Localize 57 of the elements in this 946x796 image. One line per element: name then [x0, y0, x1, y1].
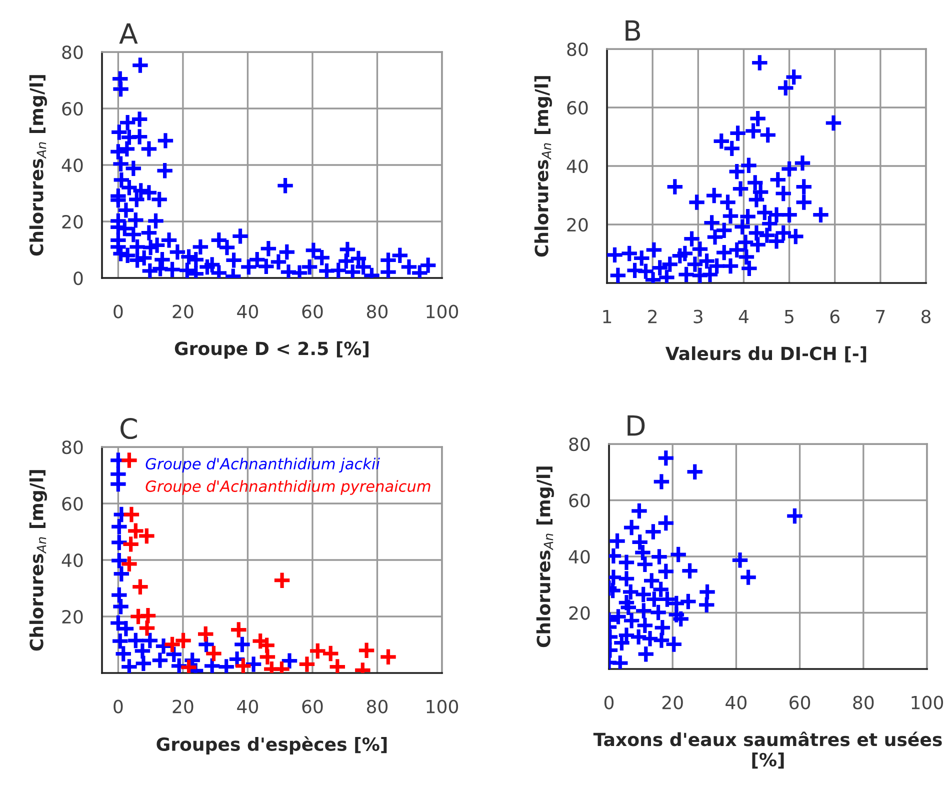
chart-title: B	[626, 20, 640, 41]
y-tick-label: 60	[569, 494, 590, 508]
x-tick-label: 4	[738, 310, 748, 324]
chart-title: D	[628, 415, 645, 436]
x-tick-label: 100	[426, 700, 458, 714]
y-tick-label: 40	[566, 159, 588, 174]
x-axis-title: Groupes d'espèces [%]	[156, 736, 387, 755]
series-label: Groupe d'Achnanthidium jackii	[146, 458, 380, 472]
x-tick-label: 0	[604, 696, 614, 710]
x-tick-label: 80	[366, 304, 388, 318]
x-tick-label: 6	[830, 310, 840, 324]
x-tick-label: 20	[172, 700, 194, 714]
y-tick-label: 60	[62, 102, 83, 116]
y-axis-title: Chlorures$_{An}$ [mg/l]	[29, 75, 47, 256]
x-tick-label: 100	[426, 304, 458, 318]
x-tick-label: 20	[662, 696, 683, 710]
y-axis-title: Chlorures$_{An}$ [mg/l]	[534, 76, 552, 257]
x-tick-label: 60	[790, 696, 810, 710]
x-tick-label: 3	[694, 310, 702, 324]
x-tick-label: 80	[853, 696, 874, 710]
x-tick-label: 5	[784, 310, 794, 324]
chart-title: C	[120, 418, 137, 440]
x-axis-title: Groupe D < 2.5 [%]	[174, 341, 368, 359]
y-axis-title: Chlorures$_{An}$ [mg/l]	[536, 466, 554, 648]
x-axis-title: Valeurs du DI-CH [-]	[665, 346, 866, 362]
x-tick-label: 8	[921, 310, 931, 324]
x-tick-label: 80	[366, 700, 388, 714]
x-tick-label: 60	[302, 700, 323, 714]
y-tick-label: 60	[62, 496, 83, 511]
x-tick-label: 20	[172, 304, 194, 318]
x-tick-label: 40	[237, 700, 258, 714]
y-tick-label: 40	[62, 158, 83, 172]
y-tick-label: 80	[62, 440, 83, 454]
x-tick-label: 100	[912, 696, 944, 710]
x-tick-label: 60	[302, 304, 323, 318]
y-tick-label: 40	[62, 553, 83, 568]
x-axis-title: Taxons d'eaux saumâtres et usées [%]	[593, 732, 942, 769]
y-tick-label: 20	[62, 214, 83, 229]
y-tick-label: 80	[569, 437, 590, 452]
x-tick-label: 1	[603, 310, 612, 324]
y-axis-title: Chlorures$_{An}$ [mg/l]	[29, 470, 47, 651]
x-tick-label: 7	[876, 310, 885, 324]
y-tick-label: 80	[62, 45, 83, 60]
series-label: Groupe d'Achnanthidium pyrenaicum	[146, 480, 430, 495]
y-tick-label: 0	[74, 271, 83, 286]
y-tick-label: 20	[567, 218, 588, 232]
x-tick-label: 2	[648, 310, 657, 324]
y-tick-label: 80	[567, 42, 588, 56]
x-tick-label: 0	[114, 304, 123, 318]
x-tick-label: 0	[114, 700, 123, 714]
y-tick-label: 60	[567, 100, 588, 115]
x-tick-label: 40	[237, 304, 258, 318]
y-tick-label: 20	[62, 610, 83, 624]
x-tick-label: 40	[726, 696, 746, 710]
chart-title: A	[119, 23, 138, 44]
y-tick-label: 40	[568, 550, 590, 564]
y-tick-label: 20	[569, 606, 590, 620]
